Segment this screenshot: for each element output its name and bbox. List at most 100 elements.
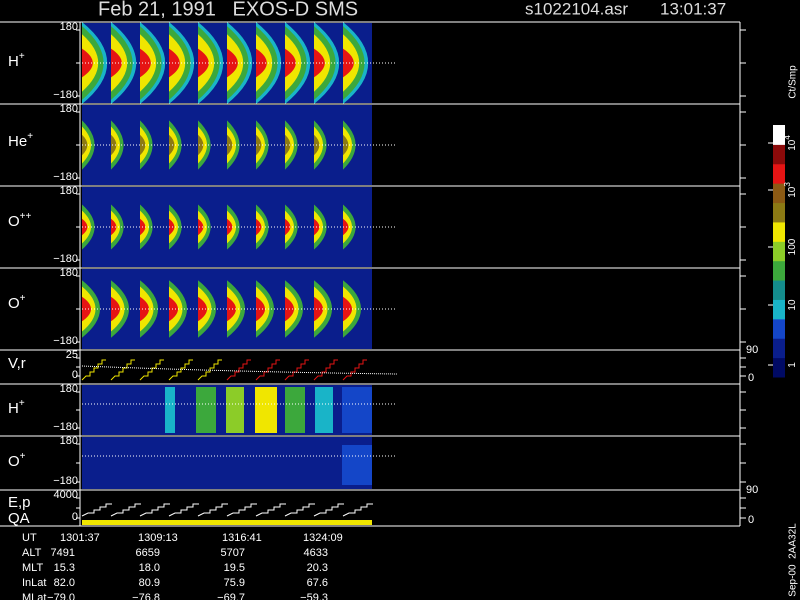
spectrogram-band <box>285 48 296 78</box>
panel-label-sup: + <box>20 451 26 462</box>
row-label: ALT <box>22 547 42 559</box>
step-curve <box>81 503 112 517</box>
step-curve <box>197 503 228 517</box>
colorbar-swatch <box>773 144 785 165</box>
colorbar-swatch <box>773 202 785 223</box>
spectrogram-band <box>82 48 93 78</box>
y-tick-label: 4000 <box>54 489 78 501</box>
y2-tick-label: 90 <box>746 344 758 356</box>
cell: 20.3 <box>307 562 328 574</box>
cell: −79.0 <box>47 592 75 600</box>
y2-tick-label: 0 <box>748 372 754 384</box>
spectrogram-bg <box>82 437 372 489</box>
cell: −69.7 <box>217 592 245 600</box>
colorbar-label-exp: 3 <box>783 182 792 187</box>
y-tick-label: 0 <box>72 511 78 523</box>
panel-label-text: E,p <box>8 494 31 511</box>
y-tick-label: −180 <box>53 475 78 487</box>
cell: 1309:13 <box>138 532 178 544</box>
spectrogram-band <box>165 387 175 433</box>
cell: 5707 <box>221 547 245 559</box>
step-curve <box>342 359 367 381</box>
cell: 80.9 <box>139 577 160 589</box>
panel-label: O+ <box>8 451 26 470</box>
trend-line <box>81 365 398 375</box>
panel-label: He+ <box>8 131 33 150</box>
panel-label: H+ <box>8 398 25 417</box>
colorbar-label: 104 <box>783 135 798 151</box>
spectrogram-band <box>343 218 349 236</box>
panel-label-sup: + <box>27 131 33 142</box>
y-tick-label: 180 <box>60 435 78 447</box>
spectrogram-band <box>285 387 305 433</box>
spectrogram-band <box>169 296 178 322</box>
panel-label: O+ <box>8 293 26 312</box>
panel-label-sup: + <box>19 398 25 409</box>
colorbar-label-base: 10 <box>787 186 798 198</box>
panel-label: E,p <box>8 494 31 511</box>
step-curve <box>81 359 106 381</box>
spectrogram-band <box>169 48 180 78</box>
colorbar-label: 10 <box>787 299 798 311</box>
colorbar-swatch <box>773 221 785 242</box>
spectrogram-band <box>169 218 175 236</box>
spectrogram-band <box>198 134 204 156</box>
cell: 1316:41 <box>222 532 262 544</box>
footer: Sep-00 2AA32L <box>788 523 799 597</box>
colorbar-label-base: 100 <box>787 238 798 255</box>
colorbar-swatch <box>773 357 785 378</box>
y-tick-label: 180 <box>60 267 78 279</box>
colorbar-label: 1 <box>787 362 798 368</box>
row-label: MLT <box>22 562 43 574</box>
y-tick-label: −180 <box>53 335 78 347</box>
cell: 1324:09 <box>303 532 343 544</box>
spectrogram-band <box>227 296 236 322</box>
step-curve <box>255 359 280 381</box>
row-label: MLat <box>22 592 46 600</box>
step-curve <box>255 503 286 517</box>
step-curve <box>226 359 251 381</box>
step-curve <box>110 503 141 517</box>
file-name: s1022104.asr <box>525 0 628 18</box>
panel-label-sup: + <box>20 293 26 304</box>
colorbar-label: 100 <box>787 238 798 255</box>
step-curve <box>313 503 344 517</box>
colorbar-label-base: 10 <box>787 299 798 311</box>
step-curve <box>139 359 164 381</box>
spectrogram-band <box>343 48 354 78</box>
panel-label: QA <box>8 510 30 527</box>
colorbar-swatch <box>773 163 785 184</box>
spectrogram-band <box>343 134 349 156</box>
row-label: InLat <box>22 577 46 589</box>
panel-label: H+ <box>8 51 25 70</box>
spectrogram-band <box>111 134 117 156</box>
spectrogram-band <box>82 218 88 236</box>
y-tick-label: −180 <box>53 421 78 433</box>
step-curve <box>342 503 373 517</box>
step-curve <box>110 359 135 381</box>
qa-bar <box>82 520 372 525</box>
colorbar-swatch <box>773 338 785 359</box>
colorbar-label: 103 <box>783 182 798 198</box>
panel-label-sup: ++ <box>20 211 32 222</box>
colorbar-swatch <box>773 241 785 262</box>
step-curve <box>284 359 309 381</box>
spectrogram-band <box>342 387 372 433</box>
cell: 7491 <box>51 547 75 559</box>
spectrogram-band <box>285 218 291 236</box>
step-curve <box>226 503 257 517</box>
cell: 82.0 <box>54 577 75 589</box>
panel-label-text: V,r <box>8 355 26 372</box>
cell: 6659 <box>136 547 160 559</box>
row-label: UT <box>22 532 37 544</box>
y-tick-label: 180 <box>60 21 78 33</box>
title: Feb 21, 1991 EXOS-D SMS <box>98 0 358 20</box>
colorbar-unit: Ct/Smp <box>788 65 799 99</box>
cell: 75.9 <box>224 577 245 589</box>
spectrogram-band <box>256 48 267 78</box>
spectrogram-band <box>285 134 291 156</box>
y2-tick-label: 0 <box>748 514 754 526</box>
spectrogram-band <box>111 48 122 78</box>
colorbar-swatch <box>773 318 785 339</box>
